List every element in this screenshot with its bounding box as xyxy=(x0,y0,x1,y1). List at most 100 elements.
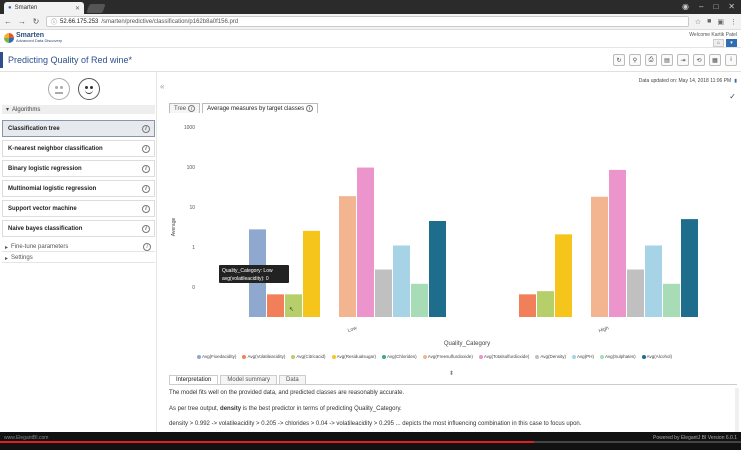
legend-item[interactable]: Avg(Fixedacidity) xyxy=(197,354,236,359)
tab-tree[interactable]: Tree i xyxy=(169,103,201,113)
chart-bar xyxy=(429,220,446,317)
chevron-right-icon: ▸ xyxy=(5,244,9,251)
legend-swatch xyxy=(242,354,247,359)
logo-name: Smarten xyxy=(16,32,45,39)
export-icon[interactable]: ⇥ xyxy=(677,54,689,66)
progress-fill xyxy=(0,441,534,443)
legend-item[interactable]: Avg(Totalsulfurdioxide) xyxy=(478,354,530,359)
close-window-icon[interactable]: ✕ xyxy=(728,2,735,11)
algorithm-item[interactable]: Multinomial logistic regression i xyxy=(2,180,155,197)
scrollbar[interactable] xyxy=(735,388,739,438)
tab-interpretation[interactable]: Interpretation xyxy=(169,375,219,384)
bottom-tabs: Interpretation Model summary Data xyxy=(169,375,737,385)
tab-average-measures[interactable]: Average measures by target classes i xyxy=(202,103,319,113)
footer-left-text: www.ElegantBI.com xyxy=(4,435,49,441)
y-tick-label: 100 xyxy=(187,165,196,171)
tab-model-summary[interactable]: Model summary xyxy=(220,375,278,384)
info-icon[interactable]: i xyxy=(142,145,150,153)
forward-icon[interactable]: → xyxy=(18,17,26,26)
settings-header[interactable]: ▸ Settings xyxy=(2,254,155,263)
smile-face-icon[interactable] xyxy=(78,78,100,100)
algorithm-item[interactable]: Naive bayes classification i xyxy=(2,220,155,237)
fine-tune-header[interactable]: ▸ Fine-tune parameters i xyxy=(2,243,155,252)
legend-item[interactable]: Avg(PH) xyxy=(572,354,594,359)
chart-tooltip xyxy=(219,265,289,283)
check-icon[interactable]: ✓ xyxy=(729,92,736,101)
help-icon[interactable]: i xyxy=(725,54,737,66)
extension-icons: ☆ ■ ▣ ⋮ xyxy=(695,18,737,26)
filter-icon[interactable]: ⚲ xyxy=(629,54,641,66)
chart-legend: Avg(Fixedacidity) Avg(Volatileacidity) Avg… xyxy=(197,354,717,359)
share-icon[interactable]: ⟲ xyxy=(693,54,705,66)
algorithm-label: Naive bayes classification xyxy=(8,225,83,232)
tab-data[interactable]: Data xyxy=(279,375,306,384)
home-button[interactable]: ⌂ xyxy=(713,39,724,47)
legend-item[interactable]: Avg(Volatileacidity) xyxy=(242,354,285,359)
profile-icon[interactable]: ◉ xyxy=(682,2,689,11)
legend-label: Avg(Citricacid) xyxy=(296,354,326,359)
save-icon[interactable]: ▤ xyxy=(661,54,673,66)
info-icon[interactable]: i xyxy=(306,105,314,112)
legend-item[interactable]: Avg(Freesulfurdioxide) xyxy=(422,354,473,359)
algorithm-list: Classification tree i K-nearest neighbor c… xyxy=(2,120,155,240)
resize-handle-icon[interactable]: ⬍ xyxy=(449,371,455,377)
info-icon[interactable]: i xyxy=(188,105,196,112)
algorithms-label: Algorithms xyxy=(12,106,41,113)
info-icon[interactable]: i xyxy=(143,243,151,251)
page-title: Predicting Quality of Red wine* xyxy=(8,55,133,65)
maximize-icon[interactable]: □ xyxy=(713,2,719,11)
new-tab-button[interactable] xyxy=(86,4,106,13)
extension-icon[interactable]: ■ xyxy=(707,17,712,25)
menu-icon[interactable]: ⋮ xyxy=(730,18,737,26)
user-menu-button[interactable]: ▾ xyxy=(726,39,737,47)
legend-item[interactable]: Avg(Sulphates) xyxy=(599,354,636,359)
chart-bar xyxy=(357,167,374,317)
collapse-left-icon[interactable]: « xyxy=(160,82,165,91)
chart-bar xyxy=(339,196,356,317)
minimize-icon[interactable]: – xyxy=(699,2,704,11)
chart-bar xyxy=(681,219,698,317)
info-icon[interactable]: i xyxy=(142,165,150,173)
chevron-down-icon: ▾ xyxy=(6,107,10,113)
legend-label: Avg(Totalsulfurdioxide) xyxy=(483,354,530,359)
x-tick-label: Low xyxy=(347,325,358,334)
tab-tree-label: Tree xyxy=(174,105,187,112)
info-icon[interactable]: i xyxy=(142,205,150,213)
algorithm-item[interactable]: Binary logistic regression i xyxy=(2,160,155,177)
title-bar: Predicting Quality of Red wine* ↻ ⚲ ⎙ ▤ … xyxy=(0,48,741,72)
chart-bar xyxy=(627,269,644,317)
back-icon[interactable]: ← xyxy=(4,17,12,26)
legend-swatch xyxy=(331,354,336,359)
legend-item[interactable]: Avg(Density) xyxy=(535,354,566,359)
neutral-face-icon[interactable] xyxy=(48,78,70,100)
algorithm-item[interactable]: K-nearest neighbor classification i xyxy=(2,140,155,157)
refresh-icon[interactable]: ↻ xyxy=(613,54,625,66)
star-icon[interactable]: ☆ xyxy=(694,18,702,26)
y-tick-label: 1000 xyxy=(184,125,195,131)
algorithm-item[interactable]: Support vector machine i xyxy=(2,200,155,217)
browser-tabstrip: ● Smarten ✕ ◉ – □ ✕ xyxy=(0,0,741,14)
settings-icon[interactable]: ▦ xyxy=(709,54,721,66)
close-icon[interactable]: ✕ xyxy=(74,5,80,12)
address-bar: ← → ↻ ⓘ 52.66.175.253/smarten/predictive… xyxy=(0,14,741,30)
algorithm-label: Support vector machine xyxy=(8,205,77,212)
algorithm-item[interactable]: Classification tree i xyxy=(2,120,155,137)
main-panel: « Data updated on: May 14, 2018 11:06 PM… xyxy=(157,72,741,440)
info-icon[interactable]: i xyxy=(142,125,150,133)
browser-tab[interactable]: ● Smarten ✕ xyxy=(4,2,84,14)
legend-item[interactable]: Avg(Residualsugar) xyxy=(331,354,376,359)
legend-item[interactable]: Avg(Chlorides) xyxy=(382,354,417,359)
extension-icon[interactable]: ▣ xyxy=(717,18,724,26)
legend-label: Avg(PH) xyxy=(577,354,594,359)
info-icon[interactable]: i xyxy=(142,185,150,193)
reload-icon[interactable]: ↻ xyxy=(32,17,40,26)
video-progress-bar[interactable] xyxy=(0,441,741,443)
info-icon[interactable]: i xyxy=(142,225,150,233)
chart-bar xyxy=(375,269,392,317)
url-input[interactable]: ⓘ 52.66.175.253/smarten/predictive/class… xyxy=(46,16,689,27)
print-icon[interactable]: ⎙ xyxy=(645,54,657,66)
chat-icon[interactable]: ▮ xyxy=(734,78,737,84)
algorithms-header[interactable]: ▾ Algorithms xyxy=(2,105,155,114)
legend-item[interactable]: Avg(Alcohol) xyxy=(641,354,672,359)
legend-item[interactable]: Avg(Citricacid) xyxy=(291,354,326,359)
